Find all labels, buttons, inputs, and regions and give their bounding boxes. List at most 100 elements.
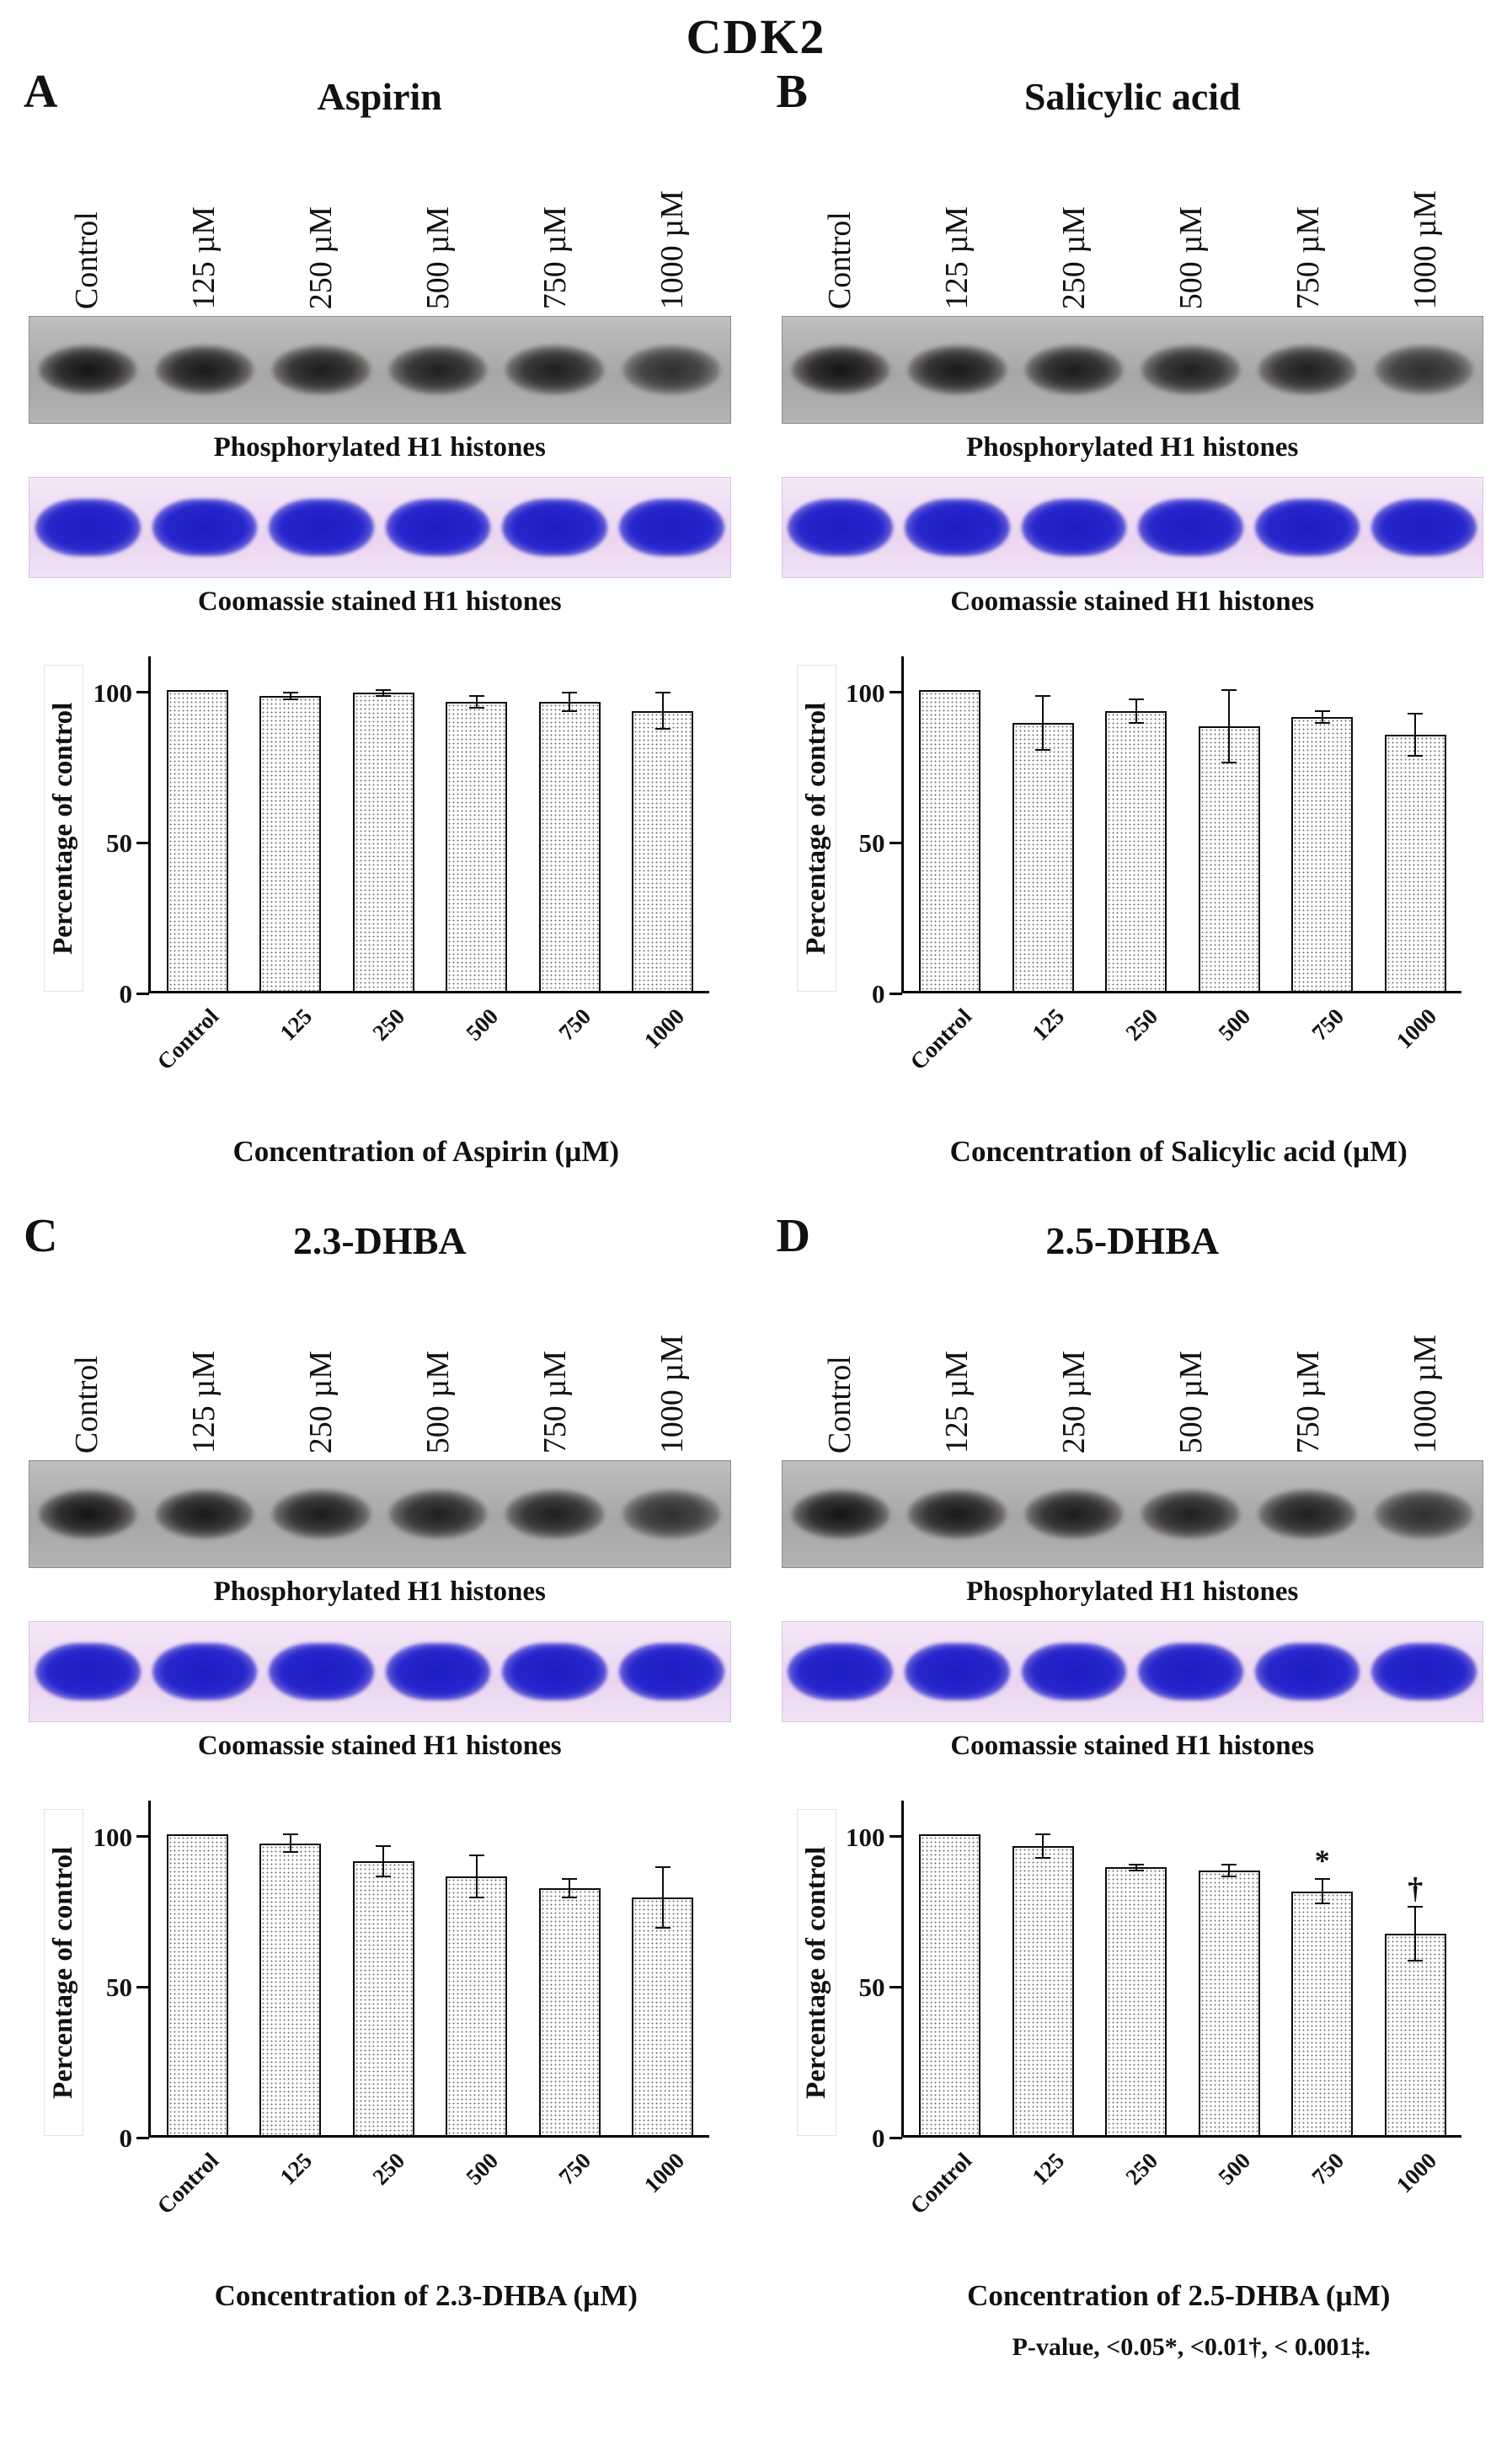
error-bar-cap (654, 1866, 671, 1869)
bar (352, 1861, 414, 2135)
pvalue-footnote: P-value, <0.05*, <0.01†, < 0.001‡. (1012, 2333, 1370, 2361)
error-bar-cap (1408, 755, 1424, 757)
error-bar-cap (1314, 1878, 1330, 1881)
x-tick-label: 250 (1120, 1004, 1162, 1046)
error-bar (661, 693, 664, 730)
x-tick-label: 750 (1306, 2148, 1349, 2190)
error-bar (1042, 1833, 1045, 1859)
significance-marker: * (1314, 1844, 1330, 1878)
plot-area: 0 50 100 Control 125 250 500 750 1000 (93, 656, 709, 1075)
error-bar-cap (1221, 1863, 1237, 1865)
protein-band (1024, 345, 1124, 394)
lane-label: 1000 µM (1407, 190, 1443, 309)
protein-band (1141, 345, 1240, 394)
y-tick-label: 50 (106, 828, 132, 859)
bar (1384, 735, 1446, 991)
error-bar-cap (282, 698, 298, 700)
lane-cell: 1000 µM (614, 1277, 731, 1453)
lane-labels: Control 125 µM 250 µM 500 µM 750 µM 1000 µM (782, 132, 1484, 309)
coomassie-band (788, 1642, 894, 1701)
x-tick-label: 750 (553, 2148, 596, 2190)
phospho-blot-image (781, 316, 1483, 424)
lane-cell: 1000 µM (1366, 132, 1483, 309)
error-bar (289, 693, 291, 699)
coomassie-caption: Coomassie stained H1 histones (197, 586, 562, 617)
bar (166, 689, 228, 991)
phospho-blot-image (781, 1460, 1483, 1568)
error-bar (1414, 714, 1417, 757)
coomassie-band (1371, 1642, 1477, 1701)
bar-chart: Percentage of control 0 50 100 Control 125 250… (773, 636, 1493, 1133)
error-bar-cap (1314, 722, 1330, 725)
y-tick-label: 100 (846, 1822, 885, 1852)
coomassie-band (1021, 498, 1127, 557)
error-bar-cap (1128, 1869, 1144, 1871)
bar-chart: Percentage of control 0 50 100 Control 125 250… (20, 636, 740, 1133)
lane-label: 750 µM (1290, 206, 1326, 309)
coomassie-band (1138, 498, 1243, 557)
lane-cell: 1000 µM (614, 132, 731, 309)
error-bar-cap (1221, 688, 1237, 691)
error-bar-cap (468, 695, 484, 697)
protein-band (155, 1490, 254, 1539)
protein-band (388, 345, 488, 394)
phospho-caption: Phosphorylated H1 histones (966, 1576, 1299, 1607)
bar (1012, 723, 1074, 991)
lane-cell: 125 µM (146, 1277, 263, 1453)
lane-label: 125 µM (938, 206, 975, 309)
lane-cell: 750 µM (1249, 1277, 1366, 1453)
error-bar-cap (468, 1896, 484, 1898)
error-bar (1321, 1879, 1323, 1903)
coomassie-band (1021, 1642, 1127, 1701)
bar (446, 1876, 508, 2135)
panel-letter: B (776, 66, 808, 118)
lane-label: 500 µM (1173, 1350, 1209, 1453)
error-bar-cap (1221, 1875, 1237, 1877)
error-bar-cap (1221, 761, 1237, 763)
panel-b: B Salicylic acid Control 125 µM 250 µM 500 … (773, 66, 1493, 1174)
bar (259, 1843, 322, 2135)
coomassie-band (385, 1642, 491, 1701)
coomassie-caption: Coomassie stained H1 histones (950, 586, 1315, 617)
error-bar (1228, 689, 1231, 763)
lane-label: 250 µM (303, 206, 339, 309)
x-tick-label: 125 (275, 1004, 317, 1046)
plot-area: 0 50 100 Control 125 250 500 * 750 † 1000 (846, 1801, 1461, 2219)
error-bar (1042, 696, 1045, 751)
error-bar-cap (1314, 1903, 1330, 1904)
significance-marker: † (1408, 1871, 1424, 1905)
lane-label: 750 µM (537, 206, 574, 309)
error-bar-cap (376, 1845, 392, 1848)
panel-d-header: D 2.5-DHBA (773, 1210, 1493, 1273)
y-axis-label: Percentage of control (796, 1809, 836, 2136)
panel-letter: C (24, 1210, 58, 1262)
error-bar (382, 1846, 385, 1876)
y-tick (136, 992, 149, 995)
x-tick-label: 1000 (638, 2148, 689, 2198)
bar (1105, 710, 1167, 991)
x-tick-label: 500 (1213, 1004, 1256, 1046)
coomassie-band (788, 498, 894, 557)
coomassie-band (905, 498, 1010, 557)
lane-label: Control (69, 1355, 105, 1453)
panel-title: Salicylic acid (1023, 75, 1241, 118)
error-bar-cap (282, 1833, 298, 1835)
lane-cell: 500 µM (1132, 132, 1249, 309)
x-axis-label: Concentration of Salicylic acid (µM) (949, 1135, 1408, 1168)
lane-cell: 750 µM (497, 132, 614, 309)
error-bar (569, 1879, 571, 1897)
bar (166, 1833, 228, 2135)
error-bar-cap (1128, 722, 1144, 725)
lane-cell: Control (782, 1277, 899, 1453)
y-tick-label: 50 (858, 828, 885, 859)
error-bar (661, 1867, 664, 1928)
protein-band (1258, 345, 1357, 394)
panel-d: D 2.5-DHBA Control 125 µM 250 µM 500 µM 750 … (773, 1210, 1493, 2362)
bar-chart: Percentage of control 0 50 100 Control 125 250… (773, 1780, 1493, 2277)
x-tick-label: Control (152, 2148, 224, 2219)
error-bar-cap (1035, 1857, 1051, 1860)
protein-band (1141, 1490, 1240, 1539)
panel-c: C 2.3-DHBA Control 125 µM 250 µM 500 µM 750 … (20, 1210, 740, 2362)
error-bar-cap (468, 1854, 484, 1856)
x-axis-label: Concentration of 2.5-DHBA (µM) (967, 2279, 1391, 2312)
